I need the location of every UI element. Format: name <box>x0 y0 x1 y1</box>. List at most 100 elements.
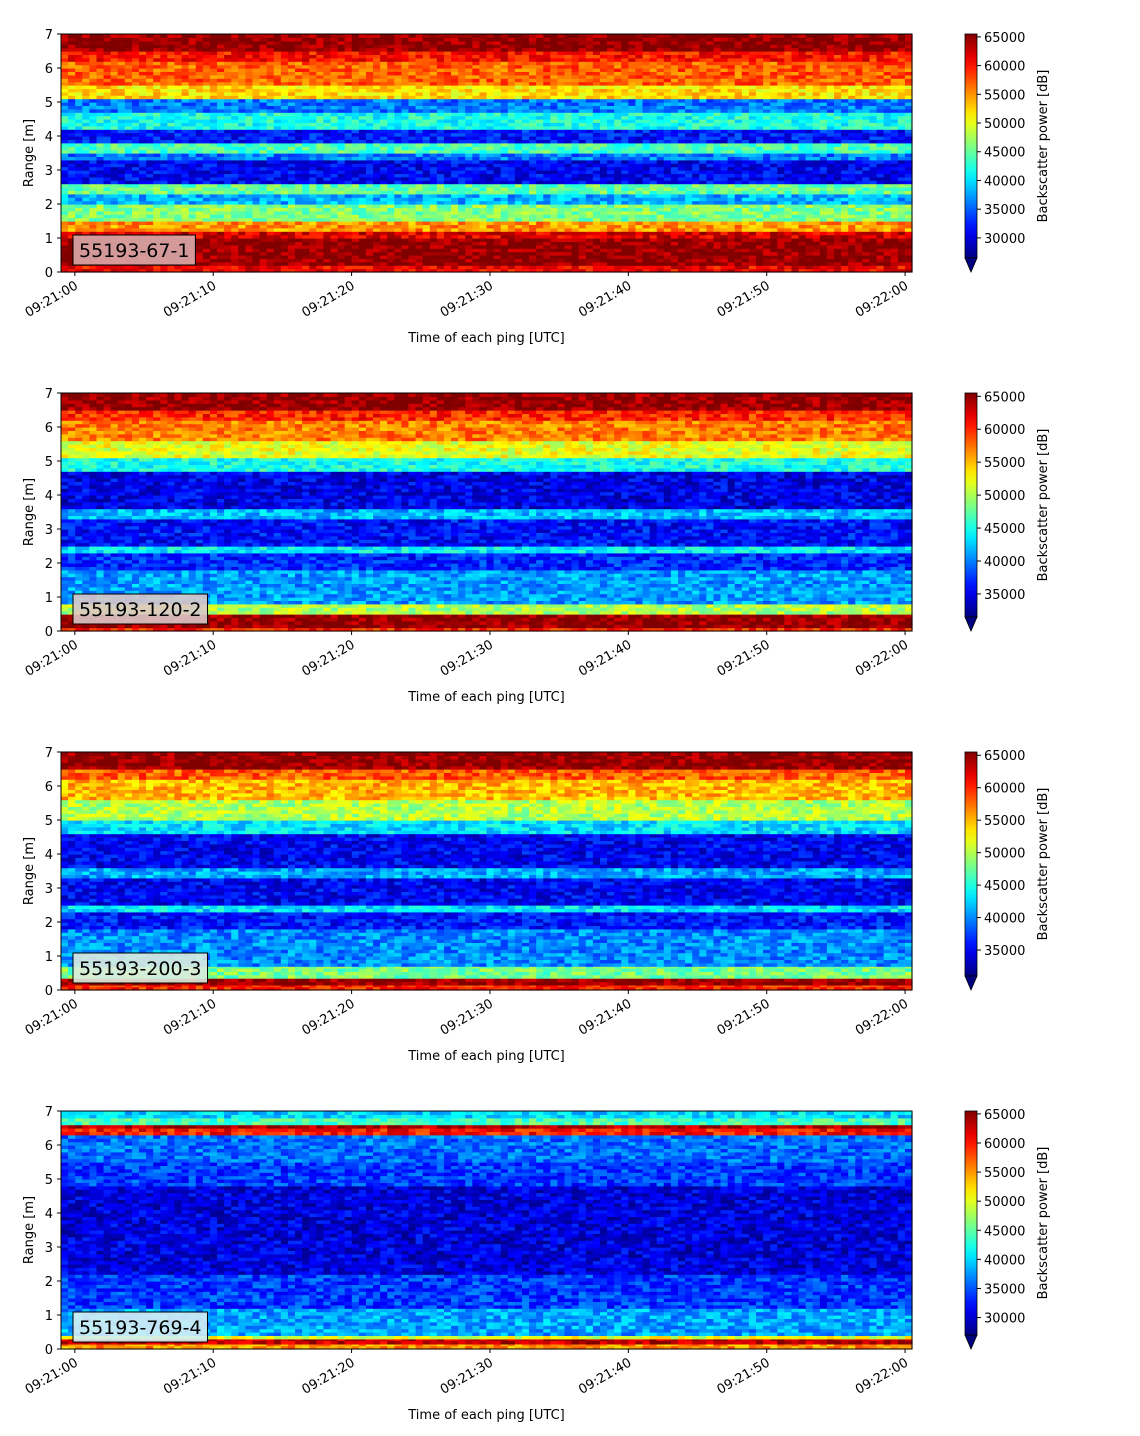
heatmap-cell <box>316 207 324 212</box>
heatmap-cell <box>826 193 835 198</box>
heatmap-cell <box>507 258 516 263</box>
heatmap-cell <box>330 190 339 195</box>
heatmap-cell <box>862 190 871 195</box>
heatmap-cell <box>486 204 495 208</box>
heatmap-cell <box>635 214 644 219</box>
heatmap-cell <box>280 200 289 205</box>
heatmap-cell <box>720 159 729 164</box>
heatmap-cell <box>139 149 147 154</box>
heatmap-cell <box>500 197 509 202</box>
heatmap-cell <box>358 227 367 232</box>
heatmap-cell <box>642 132 651 137</box>
heatmap-cell <box>876 197 885 202</box>
heatmap-cell <box>578 132 587 137</box>
heatmap-cell <box>153 217 161 222</box>
heatmap-cell <box>819 197 828 202</box>
heatmap-cell <box>458 238 466 242</box>
heatmap-cell <box>706 238 715 242</box>
heatmap-cell <box>592 224 601 229</box>
heatmap-cell <box>550 149 559 154</box>
heatmap-cell <box>422 265 431 270</box>
heatmap-cell <box>422 176 431 181</box>
heatmap-cell <box>337 176 346 181</box>
heatmap-cell <box>741 238 750 242</box>
heatmap-cell <box>642 183 651 188</box>
heatmap-cell <box>82 187 90 191</box>
heatmap-cell <box>493 238 502 242</box>
heatmap-cell <box>819 255 828 259</box>
heatmap-cell <box>238 255 246 259</box>
heatmap-cell <box>167 214 176 219</box>
heatmap-cell <box>692 224 700 229</box>
heatmap-cell <box>280 142 289 147</box>
heatmap-cell <box>486 224 495 229</box>
heatmap-cell <box>287 241 296 246</box>
heatmap-cell <box>202 149 211 154</box>
heatmap-cell <box>784 210 793 215</box>
heatmap-cell <box>876 176 885 181</box>
heatmap-cell <box>713 255 722 259</box>
heatmap-cell <box>833 261 842 266</box>
heatmap-cell <box>451 268 459 273</box>
heatmap-cell <box>585 197 594 202</box>
heatmap-cell <box>557 231 566 236</box>
heatmap-cell <box>217 159 225 164</box>
heatmap-cell <box>458 261 466 266</box>
heatmap-cell <box>408 200 417 205</box>
heatmap-cell <box>252 234 261 239</box>
heatmap-cell <box>188 149 197 154</box>
heatmap-cell <box>280 149 289 154</box>
heatmap-cell <box>451 248 459 253</box>
heatmap-cell <box>784 224 793 229</box>
heatmap-cell <box>763 251 771 256</box>
heatmap-cell <box>692 227 700 232</box>
heatmap-cell <box>571 241 580 246</box>
heatmap-cell <box>316 265 324 270</box>
heatmap-cell <box>139 176 147 181</box>
heatmap-cell <box>443 265 452 270</box>
heatmap-cell <box>429 231 438 236</box>
heatmap-cell <box>734 258 743 263</box>
heatmap-cell <box>316 244 324 249</box>
heatmap-cell <box>507 176 516 181</box>
heatmap-cell <box>351 142 360 147</box>
heatmap-cell <box>755 132 764 137</box>
heatmap-cell <box>635 238 644 242</box>
heatmap-cell <box>628 166 637 171</box>
heatmap-cell <box>231 261 239 266</box>
heatmap-cell <box>224 268 232 273</box>
heatmap-cell <box>252 187 261 191</box>
heatmap-cell <box>387 187 395 191</box>
heatmap-cell <box>443 214 452 219</box>
heatmap-cell <box>720 234 729 239</box>
heatmap-cell <box>75 217 83 222</box>
heatmap-cell <box>273 204 282 208</box>
heatmap-cell <box>741 221 750 225</box>
heatmap-cell <box>401 142 410 147</box>
heatmap-cell <box>862 166 871 171</box>
heatmap-cell <box>351 214 360 219</box>
heatmap-cell <box>273 251 282 256</box>
heatmap-cell <box>833 238 842 242</box>
heatmap-cell <box>479 210 488 215</box>
heatmap-cell <box>259 159 268 164</box>
heatmap-cell <box>713 142 722 147</box>
heatmap-cell <box>224 132 232 137</box>
heatmap-cell <box>188 268 197 273</box>
heatmap-cell <box>373 265 381 270</box>
heatmap-cell <box>883 265 892 270</box>
heatmap-cell <box>422 231 431 236</box>
heatmap-cell <box>252 197 261 202</box>
heatmap-cell <box>521 244 530 249</box>
heatmap-cell <box>209 241 218 246</box>
heatmap-cell <box>323 251 332 256</box>
heatmap-cell <box>380 217 388 222</box>
heatmap-cell <box>897 217 906 222</box>
heatmap-cell <box>259 214 268 219</box>
heatmap-cell <box>904 238 913 242</box>
heatmap-cell <box>727 248 736 253</box>
heatmap-cell <box>755 231 764 236</box>
heatmap-cell <box>195 193 204 198</box>
heatmap-cell <box>798 210 807 215</box>
heatmap-cell <box>245 217 254 222</box>
